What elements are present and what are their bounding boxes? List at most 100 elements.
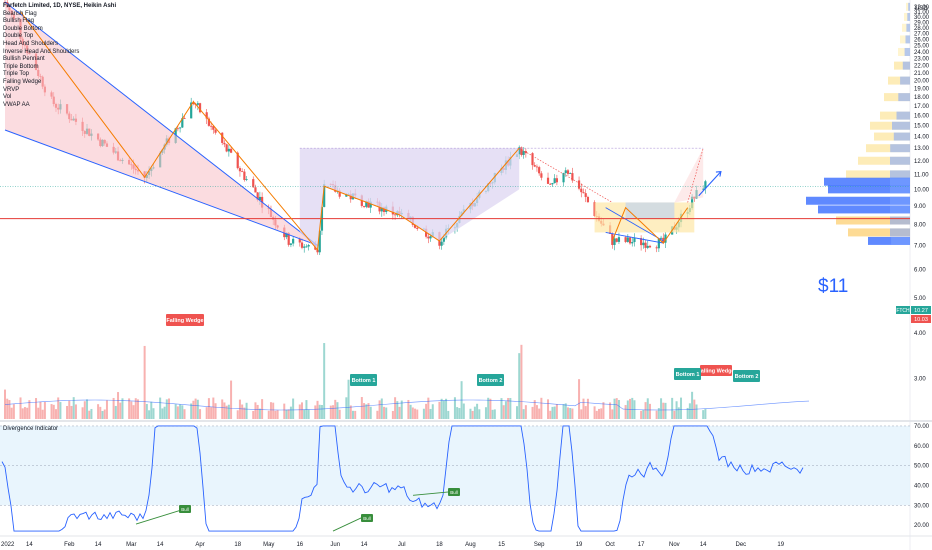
volume-bar — [549, 410, 552, 419]
volume-bar — [385, 407, 388, 419]
candle-body — [704, 181, 707, 189]
volume-bar — [398, 406, 401, 419]
volume-bar — [114, 405, 117, 419]
volume-bar — [243, 407, 246, 419]
volume-bar — [97, 404, 100, 419]
legend-item[interactable]: VWAP AA — [3, 101, 30, 108]
volume-bar — [367, 403, 370, 419]
volume-bar — [584, 406, 587, 419]
volume-bar — [35, 398, 38, 419]
volume-bar — [86, 399, 89, 419]
candle-body — [252, 179, 255, 188]
volume-bar — [673, 410, 676, 419]
candle-body — [416, 227, 419, 229]
volume-bar — [165, 399, 168, 419]
candle-body — [657, 238, 660, 249]
volume-bar — [380, 398, 383, 419]
volume-bar — [168, 398, 171, 419]
volume-bar — [675, 401, 678, 419]
bull-divergence-1 — [135, 508, 185, 525]
vrvp-bar — [818, 205, 910, 214]
volume-bar — [571, 408, 574, 419]
legend-item[interactable]: Inverse Head And Shoulders — [3, 48, 80, 55]
volume-bar — [354, 410, 357, 419]
volume-bar — [276, 410, 279, 419]
volume-bar — [609, 402, 612, 419]
volume-bar — [159, 397, 162, 419]
candle-body — [345, 194, 348, 197]
volume-bar — [176, 406, 179, 419]
candle-body — [584, 193, 587, 197]
volume-bar — [74, 404, 77, 419]
volume-bar — [378, 400, 381, 419]
candle-body — [323, 184, 326, 207]
date-tick-label: 15 — [498, 542, 505, 548]
price-tick-label: 16.00 — [914, 114, 930, 120]
volume-bar — [174, 404, 177, 419]
candle-body — [190, 102, 193, 119]
legend-item[interactable]: Bullish Flag — [3, 18, 35, 25]
wedge-upper-line — [4, 1, 318, 246]
candle-body — [613, 238, 616, 245]
vrvp-bar-inner — [896, 111, 910, 120]
candle-body — [338, 190, 341, 197]
legend-item[interactable]: Bullish Pennant — [3, 56, 45, 63]
volume-bar — [12, 404, 15, 419]
vrvp-bar — [846, 170, 910, 179]
legend-item[interactable]: Bearish Flag — [3, 10, 37, 17]
volume-bar — [688, 403, 691, 419]
candle-body — [577, 180, 581, 189]
volume-bar — [105, 400, 108, 419]
legend-item[interactable]: Vol — [3, 94, 12, 101]
volume-bar — [593, 406, 596, 419]
volume-bar — [272, 402, 275, 419]
volume-bar — [329, 405, 332, 419]
candle-body — [551, 183, 554, 185]
candle-body — [549, 183, 552, 185]
volume-bar — [101, 410, 104, 419]
candle-body — [225, 144, 228, 152]
legend-item[interactable]: Double Top — [3, 33, 34, 40]
vrvp-bar — [874, 132, 910, 141]
volume-bar — [349, 405, 352, 419]
volume-bar — [254, 402, 257, 419]
bull-divergence-3 — [412, 490, 455, 496]
candle-body — [569, 173, 572, 174]
legend-item[interactable]: Head And Shoulders — [3, 40, 59, 47]
vrvp-bar — [828, 185, 910, 194]
volume-bar — [26, 407, 29, 419]
vrvp-bar — [870, 121, 910, 130]
candle-body — [292, 238, 295, 244]
candle-body — [690, 196, 694, 209]
volume-bars — [4, 343, 810, 419]
volume-bar — [704, 408, 707, 419]
candle-body — [305, 246, 308, 248]
legend-item[interactable]: Falling Wedge — [3, 78, 42, 85]
legend-item[interactable]: Triple Bottom — [3, 63, 39, 70]
candle-body — [518, 147, 521, 155]
volume-bar — [19, 397, 22, 419]
legend-item[interactable]: VRVP — [3, 86, 20, 93]
date-tick-label: Oct — [605, 542, 615, 548]
volume-bar — [624, 405, 627, 419]
volume-bar — [292, 398, 295, 419]
legend-item[interactable]: Triple Top — [3, 71, 30, 78]
volume-bar — [37, 407, 40, 419]
volume-bar — [365, 404, 368, 419]
volume-bar — [57, 397, 60, 419]
volume-bar — [484, 407, 487, 419]
price-tick-label: 21.00 — [914, 71, 930, 77]
legend-item[interactable]: Double Bottom — [3, 25, 43, 32]
date-tick-label: 16 — [296, 542, 303, 548]
volume-bar — [629, 398, 632, 419]
volume-bar — [318, 404, 321, 419]
vrvp-bar-inner — [890, 156, 910, 165]
volume-bar — [212, 397, 215, 419]
volume-bar — [422, 408, 425, 419]
indicator-tick-label: 30.00 — [914, 503, 930, 509]
volume-bar — [562, 404, 565, 419]
volume-bar — [515, 406, 518, 419]
volume-bar — [41, 409, 44, 419]
candle-body — [538, 167, 541, 174]
volume-bar — [192, 400, 195, 419]
